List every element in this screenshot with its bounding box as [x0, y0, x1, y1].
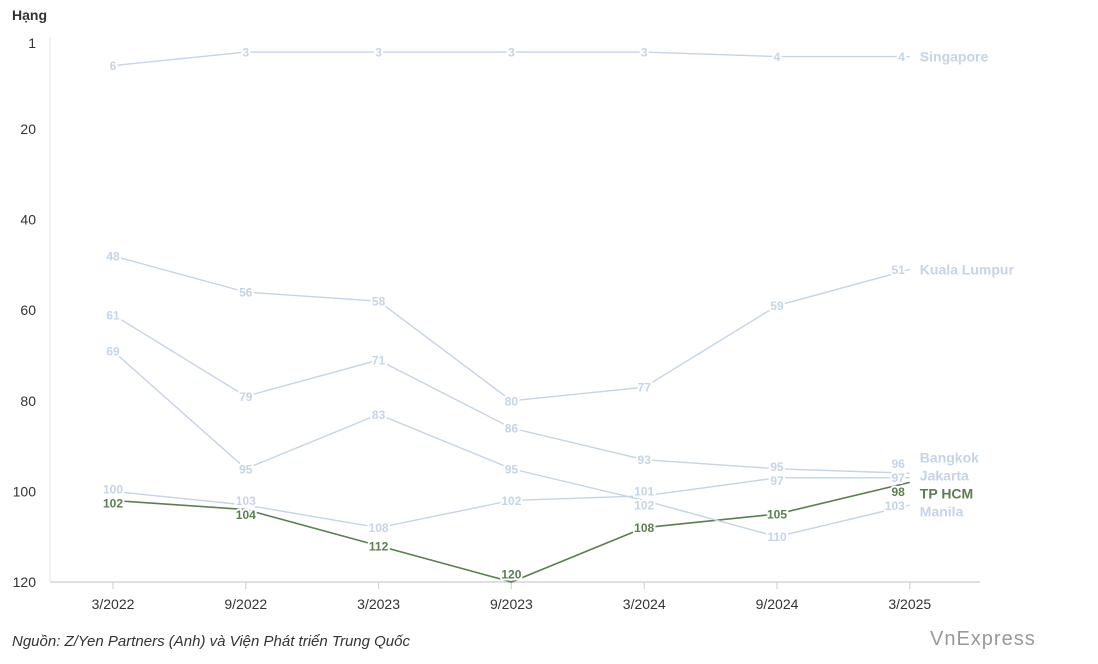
- data-label: 108: [369, 521, 389, 535]
- data-label: 110: [767, 530, 787, 544]
- data-label: 112: [369, 539, 389, 553]
- data-label: 101: [634, 485, 654, 499]
- data-label: 51: [891, 263, 905, 277]
- data-label: 105: [767, 508, 787, 522]
- data-label: 6: [110, 59, 117, 73]
- data-label: 103: [236, 494, 256, 508]
- y-tick-label: 100: [13, 483, 37, 499]
- x-tick-label: 9/2024: [756, 596, 799, 612]
- data-label: 97: [891, 471, 905, 485]
- y-tick-label: 20: [20, 121, 36, 137]
- data-label: 102: [501, 494, 521, 508]
- y-tick-label: 80: [20, 393, 36, 409]
- x-tick-label: 3/2023: [357, 596, 400, 612]
- vnexpress-logo: VnExpress: [930, 628, 1036, 650]
- data-label: 3: [242, 46, 249, 60]
- data-label: 100: [103, 482, 123, 496]
- data-label: 103: [885, 499, 905, 513]
- y-tick-label: 40: [20, 212, 36, 228]
- x-tick-label: 9/2022: [224, 596, 267, 612]
- y-tick-label: 120: [13, 574, 37, 590]
- data-label: 108: [634, 521, 654, 535]
- series-line-singapore: [112, 51, 910, 67]
- data-label: 93: [638, 453, 652, 467]
- y-tick-label: 1: [28, 35, 36, 51]
- data-label: 48: [106, 249, 120, 263]
- series-name-label: TP HCM: [920, 486, 973, 502]
- data-label: 97: [770, 474, 784, 488]
- series-name-label: Kuala Lumpur: [920, 261, 1015, 277]
- series-line-bangkok: [112, 314, 910, 474]
- y-tick-label: 60: [20, 302, 36, 318]
- data-label: 104: [236, 508, 256, 522]
- data-label: 86: [505, 422, 519, 436]
- data-label: 95: [770, 460, 784, 474]
- x-tick-label: 3/2024: [623, 596, 666, 612]
- series-name-label: Bangkok: [920, 450, 979, 466]
- data-label: 4: [774, 50, 781, 64]
- series-name-label: Manila: [920, 504, 964, 520]
- data-label: 59: [770, 299, 784, 313]
- data-label: 95: [505, 462, 519, 476]
- data-label: 102: [634, 499, 654, 513]
- x-tick-label: 3/2022: [92, 596, 135, 612]
- x-tick-label: 9/2023: [490, 596, 533, 612]
- data-label: 3: [375, 46, 382, 60]
- data-label: 95: [239, 462, 253, 476]
- data-label: 80: [505, 394, 519, 408]
- x-tick-label: 3/2025: [888, 596, 931, 612]
- series-line-tp-hcm: [112, 481, 910, 583]
- data-label: 120: [501, 568, 521, 582]
- series-line-jakarta: [112, 477, 910, 529]
- series-line-manila: [112, 350, 910, 538]
- data-label: 3: [641, 46, 648, 60]
- data-label: 69: [106, 345, 120, 359]
- data-label: 3: [508, 46, 515, 60]
- series-line-kuala-lumpur: [112, 255, 910, 402]
- data-label: 102: [103, 496, 123, 510]
- data-label: 77: [638, 381, 652, 395]
- data-label: 61: [106, 308, 120, 322]
- data-label: 83: [372, 408, 386, 422]
- data-label: 79: [239, 390, 253, 404]
- data-label: 71: [372, 354, 386, 368]
- data-label: 96: [891, 457, 905, 471]
- data-label: 56: [239, 286, 253, 300]
- y-axis-label: Hạng: [12, 7, 47, 23]
- series-name-label: Jakarta: [920, 468, 969, 484]
- series-name-label: Singapore: [920, 49, 989, 65]
- data-label: 4: [898, 50, 905, 64]
- data-label: 98: [891, 485, 905, 499]
- data-label: 58: [372, 295, 386, 309]
- source-note: Nguồn: Z/Yen Partners (Anh) và Viện Phát…: [12, 633, 410, 650]
